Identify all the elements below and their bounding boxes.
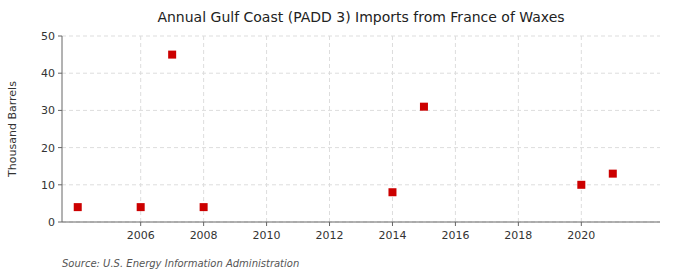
chart-container: Annual Gulf Coast (PADD 3) Imports from … (0, 0, 675, 275)
title: Annual Gulf Coast (PADD 3) Imports from … (157, 9, 564, 25)
x-grid-line (329, 36, 330, 222)
x-tick-label: 2018 (504, 229, 532, 242)
y-tick-label: 20 (41, 142, 55, 155)
point (388, 188, 396, 196)
x-grid-line (266, 36, 267, 222)
point (168, 51, 176, 59)
point (577, 181, 585, 189)
y-axis-label: Thousand Barrels (6, 81, 19, 178)
y-grid-line (62, 110, 660, 111)
y-grid-line (62, 36, 660, 37)
y-tick (58, 184, 62, 185)
y-tick-label: 0 (48, 216, 55, 229)
x-tick (266, 222, 267, 226)
point (137, 203, 145, 211)
x-tick (140, 222, 141, 226)
y-tick-label: 10 (41, 179, 55, 192)
x-grid-line (140, 36, 141, 222)
y-tick (58, 222, 62, 223)
x-tick-label: 2012 (316, 229, 344, 242)
y-tick-label: 40 (41, 67, 55, 80)
background (0, 0, 675, 275)
x-tick-label: 2010 (253, 229, 281, 242)
x-tick-label: 2014 (378, 229, 406, 242)
points (74, 51, 617, 212)
y-tick-label: 30 (41, 104, 55, 117)
x-tick-label: 2016 (441, 229, 469, 242)
y-grid-line (62, 222, 660, 223)
x-tick-label: 2008 (190, 229, 218, 242)
x-grid-line (581, 36, 582, 222)
point (74, 203, 82, 211)
point (420, 103, 428, 111)
x-tick (581, 222, 582, 226)
chart-svg: Annual Gulf Coast (PADD 3) Imports from … (0, 0, 675, 275)
x-grid-line (518, 36, 519, 222)
y-tick (58, 36, 62, 37)
point (200, 203, 208, 211)
x-tick (455, 222, 456, 226)
x-grid-line (203, 36, 204, 222)
source-note: Source: U.S. Energy Information Administ… (62, 258, 299, 269)
y-tick (58, 147, 62, 148)
y-tick (58, 110, 62, 111)
x-tick (518, 222, 519, 226)
y-tick (58, 73, 62, 74)
y-grid-line (62, 184, 660, 185)
x-tick-label: 2020 (567, 229, 595, 242)
x-grid-line (455, 36, 456, 222)
y-axis-line (62, 36, 63, 222)
y-grid-line (62, 147, 660, 148)
x-tick (329, 222, 330, 226)
x-tick-label: 2006 (127, 229, 155, 242)
x-tick (203, 222, 204, 226)
point (609, 170, 617, 178)
x-axis-line (62, 222, 660, 223)
y-grid-line (62, 73, 660, 74)
y-tick-label: 50 (41, 30, 55, 43)
grid (62, 36, 660, 222)
x-tick (392, 222, 393, 226)
